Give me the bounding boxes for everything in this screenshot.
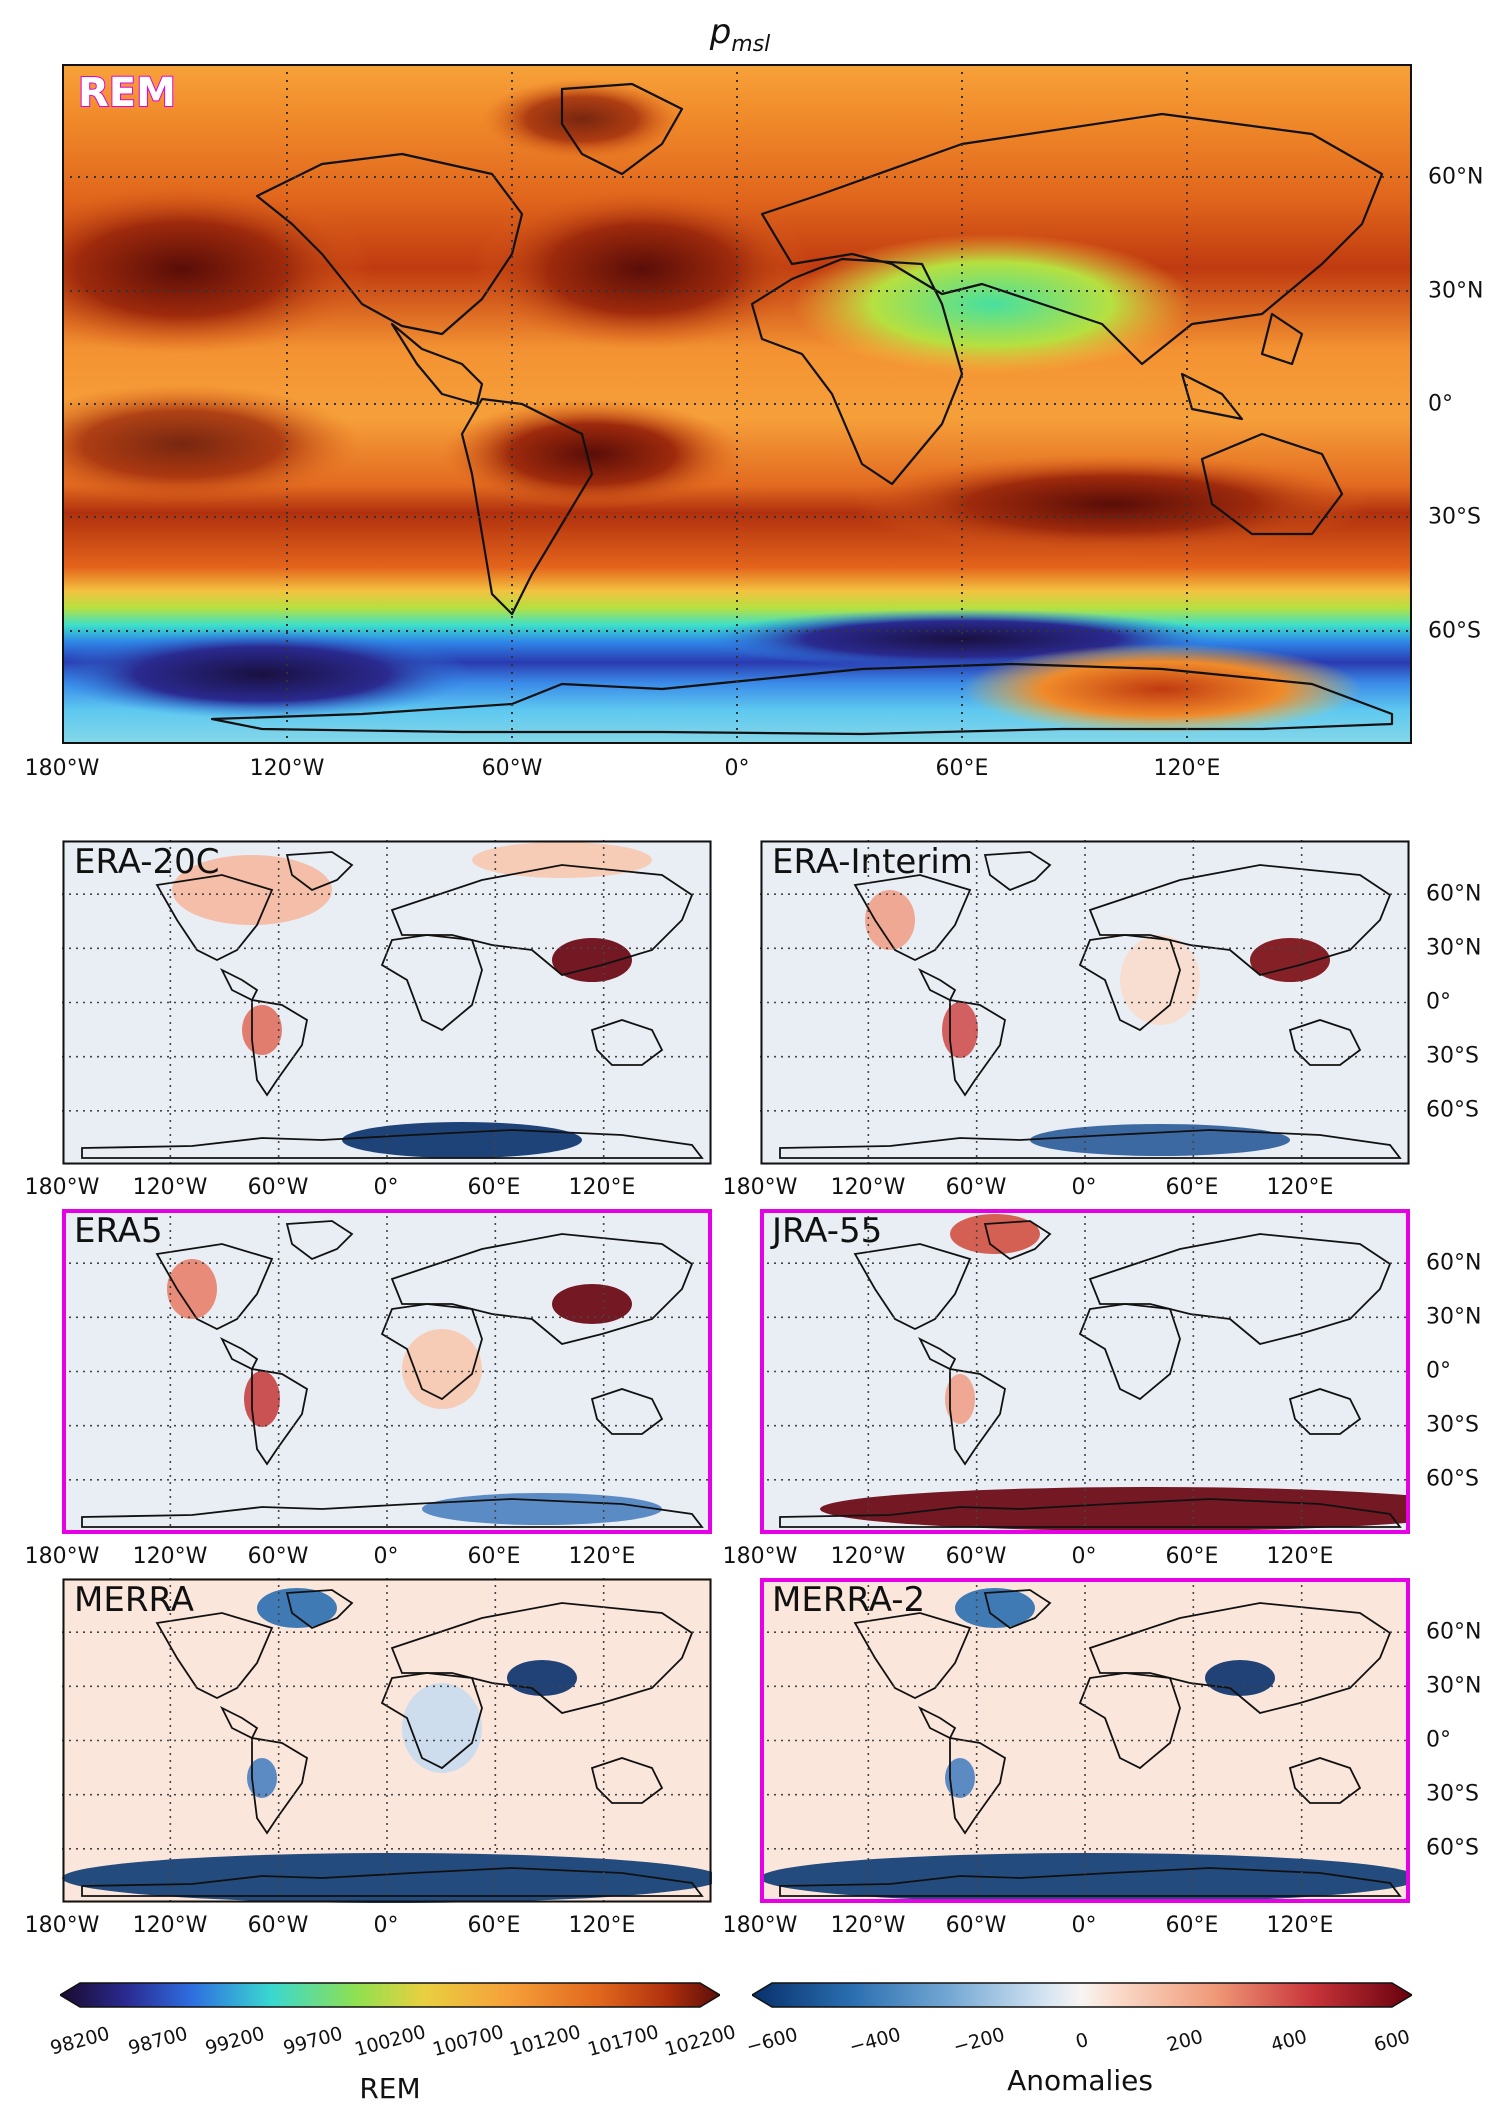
- panel-lon-tick: 60°W: [247, 1544, 309, 1569]
- panel-lon-tick: 0°: [1071, 1175, 1097, 1200]
- panel-lon-tick: 180°W: [722, 1913, 798, 1938]
- panel-lon-tick: 120°E: [568, 1913, 636, 1938]
- rem-colorbar-tick: 99700: [280, 2022, 345, 2060]
- anomaly-colorbar-tick: 400: [1268, 2025, 1310, 2057]
- panel-lon-tick: 60°W: [945, 1913, 1007, 1938]
- rem-colorbar-tick: 100200: [352, 2020, 429, 2061]
- panel-lon-tick: 120°W: [132, 1544, 208, 1569]
- main-panel-label: REM: [77, 69, 177, 117]
- panel-lon-tick: 0°: [1071, 1544, 1097, 1569]
- anomaly-colorbar-tick: −200: [950, 2023, 1007, 2059]
- main-lon-tick: 60°E: [935, 756, 989, 781]
- panel-lon-tick: 120°W: [132, 1913, 208, 1938]
- main-lat-tick: 30°N: [1428, 278, 1484, 304]
- panel-label: ERA-Interim: [772, 842, 973, 882]
- main-lat-tick: 0°: [1428, 391, 1453, 417]
- main-lat-tick: 30°S: [1428, 504, 1481, 530]
- panel-lat-tick: 30°S: [1426, 1781, 1479, 1807]
- panel-lon-tick: 60°E: [1165, 1544, 1219, 1569]
- main-lat-tick: 60°S: [1428, 618, 1481, 644]
- main-lon-tick: 180°W: [24, 756, 100, 781]
- anomaly-map-jra-55: [760, 1209, 1410, 1534]
- panel-lat-tick: 30°N: [1426, 935, 1482, 961]
- panel-lon-tick: 0°: [1071, 1913, 1097, 1938]
- panel-lon-tick: 60°E: [467, 1913, 521, 1938]
- panel-lat-tick: 0°: [1426, 1358, 1451, 1384]
- panel-lon-tick: 120°W: [830, 1544, 906, 1569]
- rem-colorbar-tick: 98200: [47, 2022, 113, 2060]
- anomaly-colorbar-tick: −400: [847, 2023, 904, 2059]
- anomaly-map-era5: [62, 1209, 712, 1534]
- panel-lat-tick: 0°: [1426, 989, 1451, 1015]
- panel-lat-tick: 60°N: [1426, 881, 1482, 907]
- anomaly-colorbar-tick: 200: [1164, 2025, 1206, 2057]
- panel-label: MERRA: [74, 1580, 194, 1620]
- panel-label: ERA5: [74, 1211, 163, 1251]
- main-title: pmsl: [710, 12, 771, 57]
- panel-lon-tick: 120°W: [830, 1913, 906, 1938]
- panel-lat-tick: 60°N: [1426, 1250, 1482, 1276]
- rem-colorbar: [60, 1982, 720, 2008]
- rem-colorbar-title: REM: [359, 2072, 421, 2105]
- anomaly-colorbar-tick: −600: [743, 2023, 801, 2059]
- panel-label: ERA-20C: [74, 842, 220, 882]
- panel-lon-tick: 60°W: [247, 1175, 309, 1200]
- panel-lon-tick: 180°W: [722, 1175, 798, 1200]
- panel-lon-tick: 120°W: [132, 1175, 208, 1200]
- panel-lon-tick: 120°E: [1266, 1913, 1334, 1938]
- anomaly-map-merra-2: [760, 1578, 1410, 1903]
- panel-lon-tick: 60°E: [1165, 1913, 1219, 1938]
- panel-lon-tick: 120°E: [1266, 1544, 1334, 1569]
- anomaly-colorbar-tick: 600: [1371, 2025, 1413, 2057]
- anomaly-map-merra: [62, 1578, 712, 1903]
- panel-lon-tick: 60°E: [467, 1544, 521, 1569]
- panel-lon-tick: 60°W: [945, 1175, 1007, 1200]
- rem-colorbar-tick: 100700: [429, 2020, 506, 2061]
- panel-lat-tick: 60°S: [1426, 1835, 1479, 1861]
- panel-lon-tick: 60°E: [1165, 1175, 1219, 1200]
- panel-lon-tick: 0°: [373, 1913, 399, 1938]
- panel-lat-tick: 60°S: [1426, 1466, 1479, 1492]
- panel-lat-tick: 30°N: [1426, 1673, 1482, 1699]
- rem-colorbar-tick: 99200: [202, 2022, 268, 2060]
- panel-lon-tick: 120°E: [568, 1175, 636, 1200]
- panel-lon-tick: 180°W: [722, 1544, 798, 1569]
- main-lon-tick: 60°W: [481, 756, 543, 781]
- panel-lon-tick: 180°W: [24, 1175, 100, 1200]
- rem-colorbar-tick: 98700: [125, 2022, 190, 2060]
- panel-lat-tick: 30°S: [1426, 1043, 1479, 1069]
- panel-label: JRA-55: [772, 1211, 883, 1251]
- main-lon-tick: 120°W: [249, 756, 325, 781]
- main-lon-tick: 120°E: [1153, 756, 1221, 781]
- panel-lat-tick: 0°: [1426, 1727, 1451, 1753]
- anomaly-map-era-20c: [62, 840, 712, 1165]
- panel-lat-tick: 60°S: [1426, 1097, 1479, 1123]
- panel-lat-tick: 60°N: [1426, 1619, 1482, 1645]
- main-title-text: p: [709, 12, 732, 52]
- panel-label: MERRA-2: [772, 1580, 926, 1620]
- main-map: [62, 64, 1412, 744]
- panel-lon-tick: 0°: [373, 1175, 399, 1200]
- panel-lon-tick: 60°E: [467, 1175, 521, 1200]
- main-lon-tick: 0°: [724, 756, 750, 781]
- panel-lon-tick: 120°E: [1266, 1175, 1334, 1200]
- rem-colorbar-tick: 101700: [584, 2020, 661, 2061]
- panel-lon-tick: 0°: [373, 1544, 399, 1569]
- rem-colorbar-tick: 101200: [507, 2020, 584, 2061]
- panel-lat-tick: 30°N: [1426, 1304, 1482, 1330]
- panel-lon-tick: 180°W: [24, 1913, 100, 1938]
- rem-colorbar-tick: 102200: [662, 2020, 739, 2061]
- panel-lat-tick: 30°S: [1426, 1412, 1479, 1438]
- anomaly-map-era-interim: [760, 840, 1410, 1165]
- main-lat-tick: 60°N: [1428, 164, 1484, 190]
- panel-lon-tick: 60°W: [247, 1913, 309, 1938]
- panel-lon-tick: 120°E: [568, 1544, 636, 1569]
- panel-lon-tick: 180°W: [24, 1544, 100, 1569]
- anomaly-colorbar-title: Anomalies: [1007, 2064, 1153, 2097]
- main-title-subscript: msl: [731, 31, 771, 57]
- anomaly-colorbar: [752, 1982, 1412, 2008]
- panel-lon-tick: 120°W: [830, 1175, 906, 1200]
- panel-lon-tick: 60°W: [945, 1544, 1007, 1569]
- anomaly-colorbar-tick: 0: [1073, 2028, 1091, 2054]
